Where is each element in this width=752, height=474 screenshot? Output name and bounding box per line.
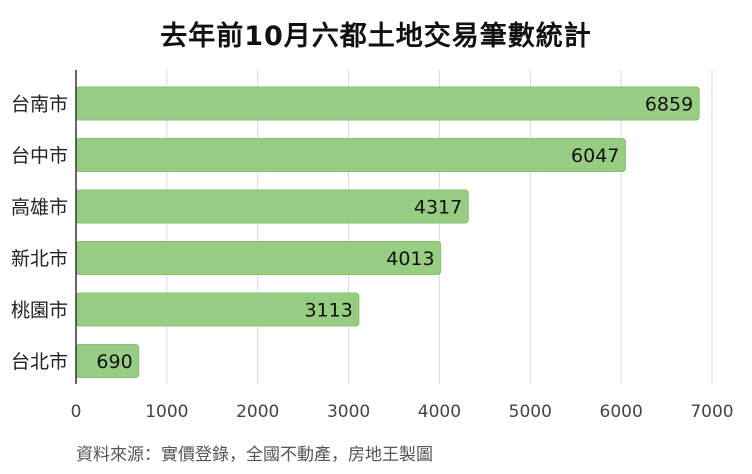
category-label: 台南市 bbox=[11, 94, 68, 116]
x-tick-label: 3000 bbox=[327, 402, 370, 422]
data-label: 6047 bbox=[571, 145, 619, 167]
source-note: 資料來源：實價登錄，全國不動產，房地王製圖 bbox=[76, 445, 433, 465]
x-tick-label: 5000 bbox=[509, 402, 552, 422]
chart-title: 去年前10月六都土地交易筆數統計 bbox=[160, 21, 592, 52]
x-tick-label: 1000 bbox=[145, 402, 188, 422]
data-label: 4013 bbox=[386, 248, 434, 270]
x-tick-label: 4000 bbox=[418, 402, 461, 422]
category-label: 新北市 bbox=[11, 248, 68, 270]
data-label: 6859 bbox=[645, 94, 693, 116]
data-label: 4317 bbox=[414, 197, 462, 219]
x-tick-label: 0 bbox=[71, 402, 82, 422]
x-tick-label: 2000 bbox=[236, 402, 279, 422]
x-axis-ticks: 0 1000 2000 3000 4000 5000 6000 7000 bbox=[71, 402, 734, 422]
x-tick-label: 6000 bbox=[600, 402, 643, 422]
x-tick-label: 7000 bbox=[690, 402, 733, 422]
category-label: 桃園市 bbox=[11, 300, 68, 322]
category-label: 台中市 bbox=[11, 145, 68, 167]
data-label: 3113 bbox=[304, 300, 352, 322]
bars bbox=[75, 86, 700, 378]
bar bbox=[75, 138, 626, 172]
data-label: 690 bbox=[96, 351, 132, 373]
data-labels: 6859 6047 4317 4013 3113 690 bbox=[96, 94, 693, 374]
category-label: 台北市 bbox=[11, 351, 68, 373]
gridlines bbox=[166, 70, 713, 384]
category-label: 高雄市 bbox=[11, 197, 68, 219]
bar bbox=[75, 189, 469, 224]
bar bbox=[75, 86, 700, 121]
